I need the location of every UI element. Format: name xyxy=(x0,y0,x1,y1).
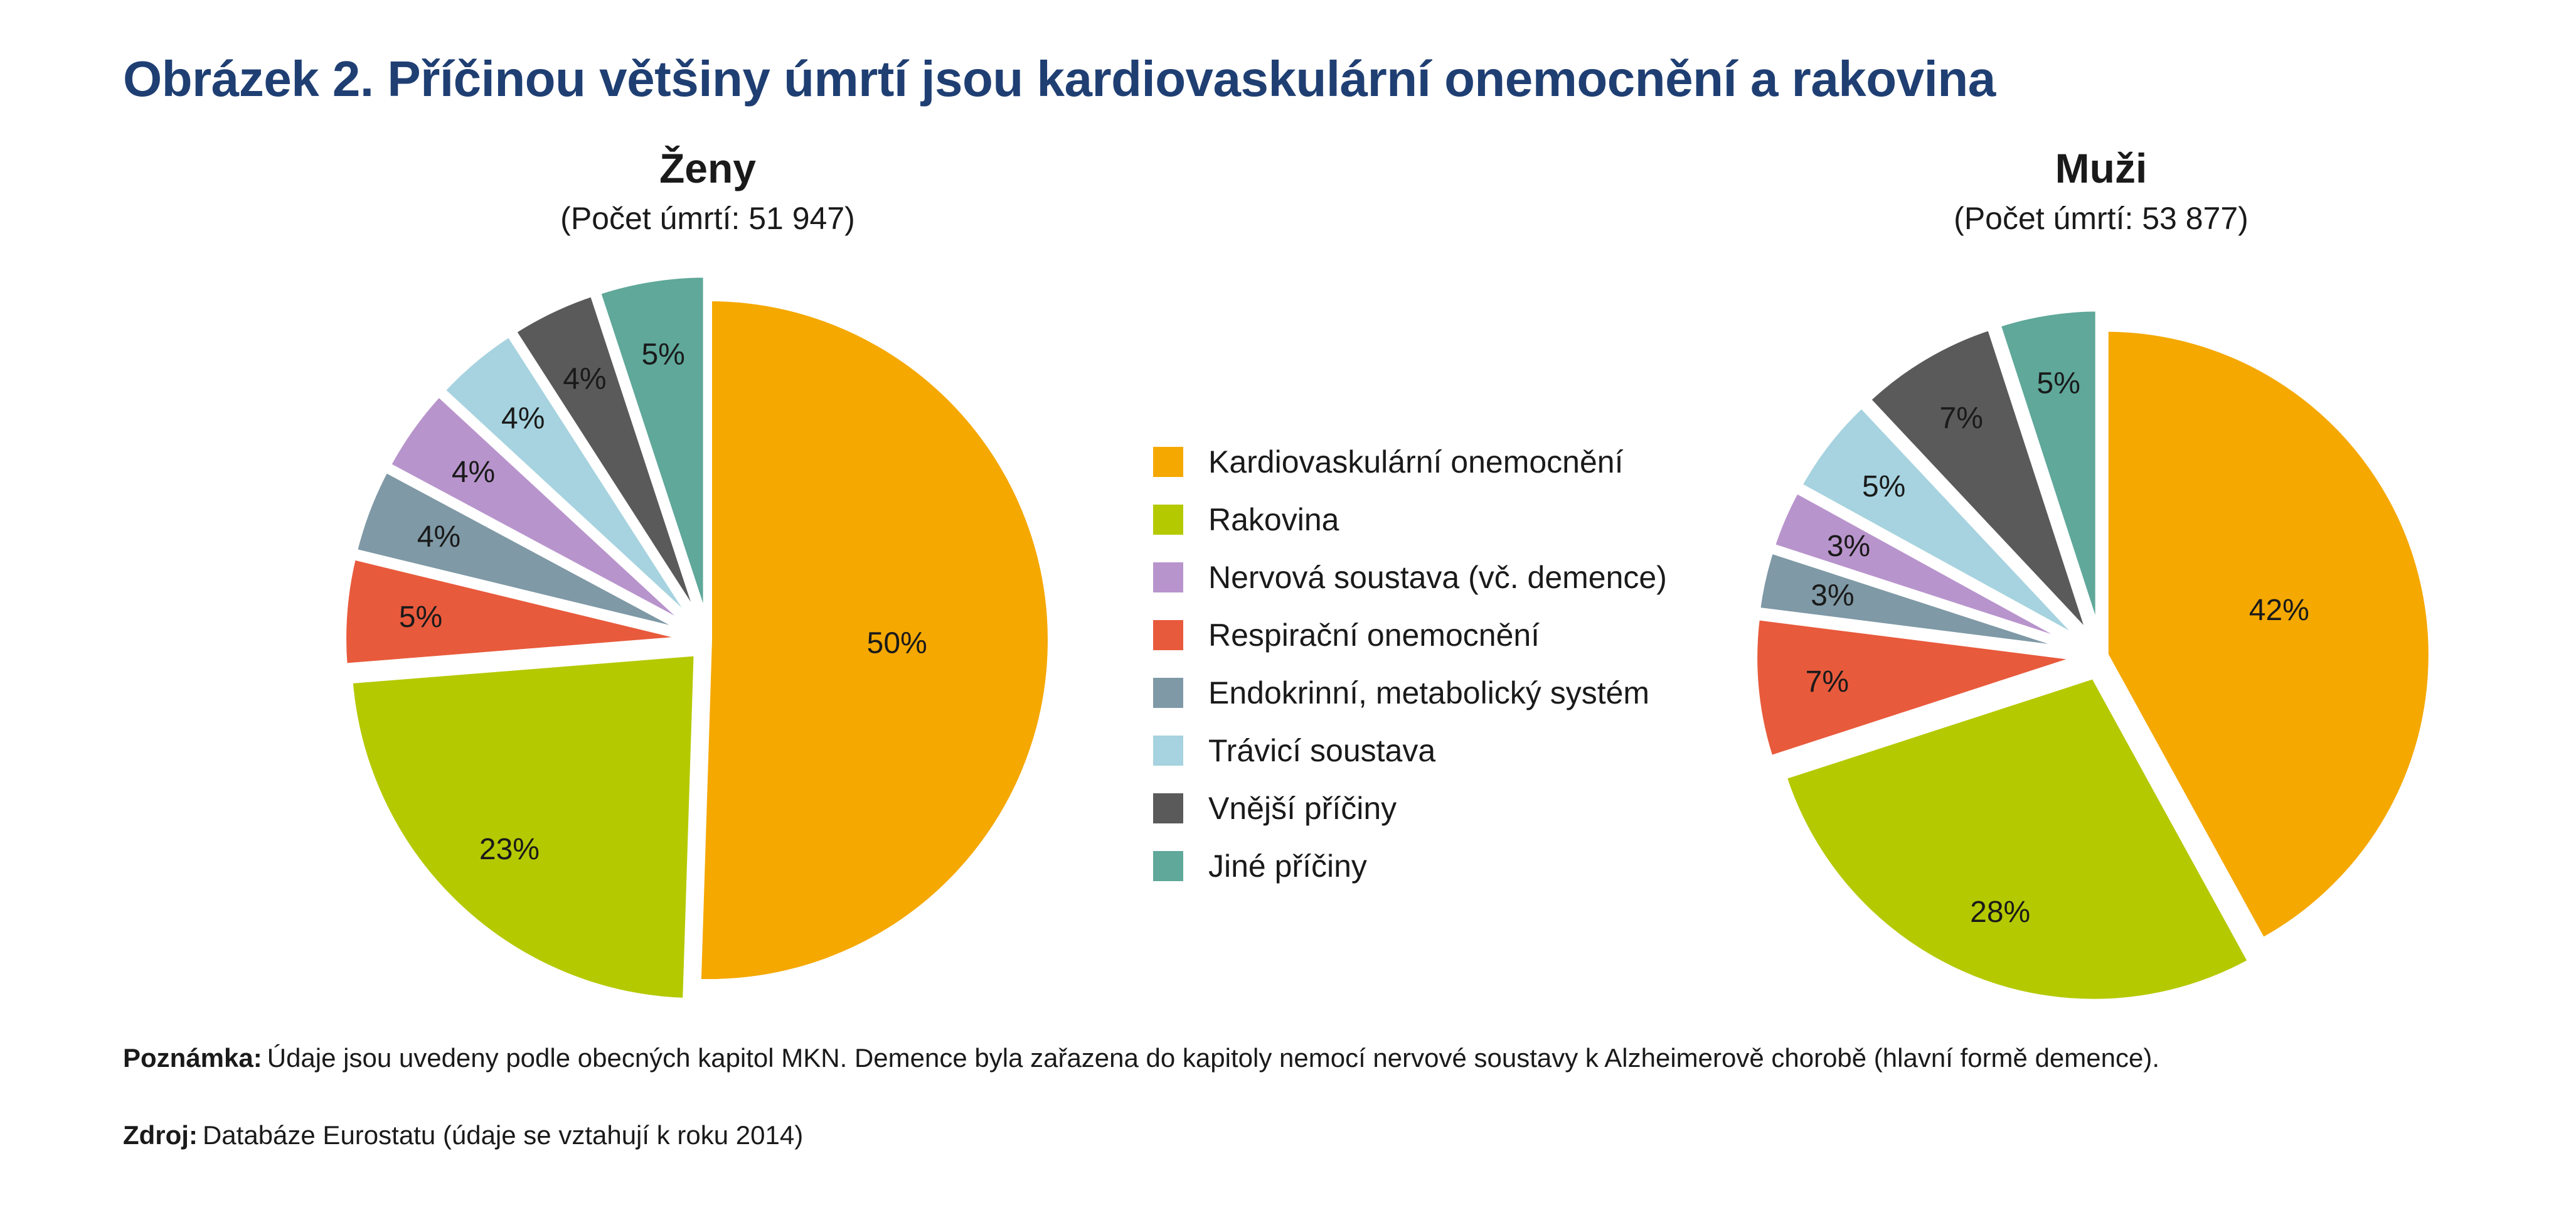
legend-item-digestive: Trávicí soustava xyxy=(1153,722,1667,779)
slice-label-nervous: 3% xyxy=(1827,530,1870,563)
pie-slice-nervous xyxy=(1769,486,2085,651)
legend-swatch xyxy=(1153,562,1183,592)
pie-slice-respiratory xyxy=(340,553,695,670)
slice-label-other: 5% xyxy=(2037,367,2080,400)
legend-label: Trávicí soustava xyxy=(1208,733,1436,768)
legend-swatch xyxy=(1153,447,1183,477)
pie-subtitle-men: (Počet úmrtí: 53 877) xyxy=(1954,200,2249,236)
pie-slice-other xyxy=(1994,305,2102,638)
pie-slice-cancer xyxy=(1780,672,2254,1005)
slice-label-endocrine: 3% xyxy=(1811,579,1854,613)
legend-swatch xyxy=(1153,620,1183,650)
pie-slice-cardio xyxy=(2102,325,2435,945)
pie-title-men: Muži xyxy=(2055,145,2148,191)
legend-swatch xyxy=(1153,793,1183,823)
pie-slice-external xyxy=(1864,324,2094,641)
legend-item-external: Vnější příčiny xyxy=(1153,779,1667,837)
pie-slice-cardio xyxy=(695,295,1054,985)
pie-slice-nervous xyxy=(384,390,698,633)
slice-label-endocrine: 4% xyxy=(417,520,460,554)
source: Zdroj: Databáze Eurostatu (údaje se vztah… xyxy=(123,1120,803,1150)
slice-label-digestive: 4% xyxy=(501,402,545,435)
pie-slice-digestive xyxy=(1796,402,2089,646)
slice-label-respiratory: 5% xyxy=(399,601,442,634)
source-label: Zdroj: xyxy=(123,1120,198,1150)
legend-label: Endokrinní, metabolický systém xyxy=(1208,675,1650,710)
pie-subtitle-women: (Počet úmrtí: 51 947) xyxy=(560,200,855,236)
note-label: Poznámka: xyxy=(123,1043,262,1073)
legend-item-nervous: Nervová soustava (vč. demence) xyxy=(1153,549,1667,606)
legend: Kardiovaskulární onemocnění Rakovina Ner… xyxy=(1153,433,1667,895)
legend-item-cardio: Kardiovaskulární onemocnění xyxy=(1153,433,1667,491)
legend-swatch xyxy=(1153,736,1183,766)
pie-slice-respiratory xyxy=(1751,614,2084,762)
legend-label: Kardiovaskulární onemocnění xyxy=(1208,444,1624,479)
legend-label: Jiné příčiny xyxy=(1208,849,1367,884)
legend-swatch xyxy=(1153,851,1183,881)
slice-label-cardio: 42% xyxy=(2249,594,2309,627)
slice-label-cancer: 28% xyxy=(1970,896,2030,929)
slice-label-digestive: 5% xyxy=(1862,470,1905,503)
pie-slice-endocrine xyxy=(351,466,696,638)
source-text: Databáze Eurostatu (údaje se vztahují k … xyxy=(202,1120,804,1150)
pie-chart-men: 42% 28% 7% 3% 3% 5% 7% 5% xyxy=(1751,305,2435,1005)
slice-label-nervous: 4% xyxy=(452,456,495,489)
slice-label-external: 7% xyxy=(1940,402,1983,435)
note: Poznámka: Údaje jsou uvedeny podle obecný… xyxy=(123,1043,2159,1073)
legend-label: Rakovina xyxy=(1208,502,1339,537)
legend-item-respiratory: Respirační onemocnění xyxy=(1153,606,1667,664)
legend-swatch xyxy=(1153,678,1183,708)
legend-label: Vnější příčiny xyxy=(1208,791,1397,826)
legend-swatch xyxy=(1153,505,1183,535)
pie-slice-cancer xyxy=(346,650,700,1004)
slice-label-respiratory: 7% xyxy=(1806,665,1849,699)
legend-label: Nervová soustava (vč. demence) xyxy=(1208,560,1667,595)
pie-slice-endocrine xyxy=(1754,547,2084,655)
pie-chart-women: 50%23%5%4%4%4%4%5% xyxy=(340,271,1054,1004)
legend-label: Respirační onemocnění xyxy=(1208,618,1540,653)
slice-label-cancer: 23% xyxy=(479,833,540,866)
slice-label-other: 5% xyxy=(641,338,684,371)
legend-item-cancer: Rakovina xyxy=(1153,491,1667,549)
slice-label-external: 4% xyxy=(563,362,606,395)
legend-item-other: Jiné příčiny xyxy=(1153,837,1667,895)
pie-title-women: Ženy xyxy=(659,145,757,191)
pie-header-women: Ženy (Počet úmrtí: 51 947) xyxy=(425,146,990,237)
pie-header-men: Muži (Počet úmrtí: 53 877) xyxy=(1819,146,2383,237)
legend-item-endocrine: Endokrinní, metabolický systém xyxy=(1153,664,1667,722)
note-text: Údaje jsou uvedeny podle obecných kapito… xyxy=(267,1043,2160,1073)
pie-slice-external xyxy=(509,290,705,628)
slice-label-cardio: 50% xyxy=(867,626,927,660)
pie-slice-other xyxy=(594,271,710,626)
pie-slice-digestive xyxy=(439,330,701,630)
figure-title: Obrázek 2. Příčinou většiny úmrtí jsou k… xyxy=(123,51,1996,107)
